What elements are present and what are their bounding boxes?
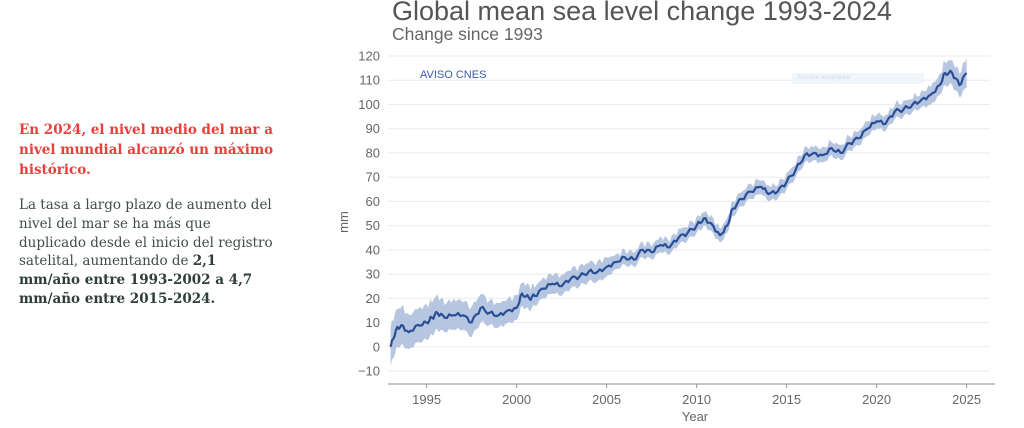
- y-tick-label: 60: [366, 194, 380, 209]
- y-axis-title: mm: [336, 211, 351, 233]
- summary-body-bold: 2,1 mm/año entre 1993-2002 a 4,7 mm/año …: [19, 253, 253, 307]
- chart-title: Global mean sea level change 1993-2024: [392, 0, 892, 26]
- y-tick-label: 80: [366, 145, 380, 160]
- y-tick-label: 50: [366, 218, 380, 233]
- x-axis: 1995 2000 2005 2010 2015 2020 2025: [388, 383, 995, 407]
- chart-subtitle: Change since 1993: [392, 24, 543, 44]
- y-tick-label: 100: [358, 97, 380, 112]
- y-tick-label: 110: [359, 73, 380, 88]
- source-annotation: AVISO CNES: [420, 69, 486, 81]
- summary-body-plain: La tasa a largo plazo de aumento del niv…: [19, 197, 273, 270]
- y-tick-label: 120: [358, 49, 380, 64]
- summary-panel: En 2024, el nivel medio del mar a nivel …: [19, 120, 279, 309]
- y-tick-labels: −10 0 10 20 30 40 50 60 70 80 90 100 110 120: [358, 49, 380, 379]
- y-tick-label: 20: [366, 291, 380, 306]
- x-tick-label: 2025: [952, 392, 981, 407]
- snipping-overlay: Recorte rectangular: [792, 73, 924, 84]
- y-tick-label: 70: [366, 170, 380, 185]
- grid-lines: [388, 55, 990, 372]
- x-tick-label: 2000: [502, 392, 531, 407]
- y-tick-label: 30: [366, 267, 380, 282]
- x-tick-label: 2020: [862, 392, 891, 407]
- x-tick-label: 2005: [592, 392, 621, 407]
- x-tick-label: 2010: [682, 392, 711, 407]
- x-tick-label: 1995: [412, 392, 441, 407]
- y-tick-label: 10: [366, 315, 380, 330]
- x-tick-label: 2015: [772, 392, 801, 407]
- sea-level-line: [389, 69, 968, 348]
- y-tick-label: 90: [366, 121, 380, 136]
- uncertainty-band: [390, 58, 967, 367]
- x-axis-title: Year: [682, 409, 709, 424]
- y-tick-label: 0: [373, 339, 380, 354]
- summary-body: La tasa a largo plazo de aumento del niv…: [19, 196, 279, 309]
- y-tick-label: 40: [366, 242, 380, 257]
- y-tick-label: −10: [358, 364, 380, 379]
- summary-headline: En 2024, el nivel medio del mar a nivel …: [19, 122, 274, 178]
